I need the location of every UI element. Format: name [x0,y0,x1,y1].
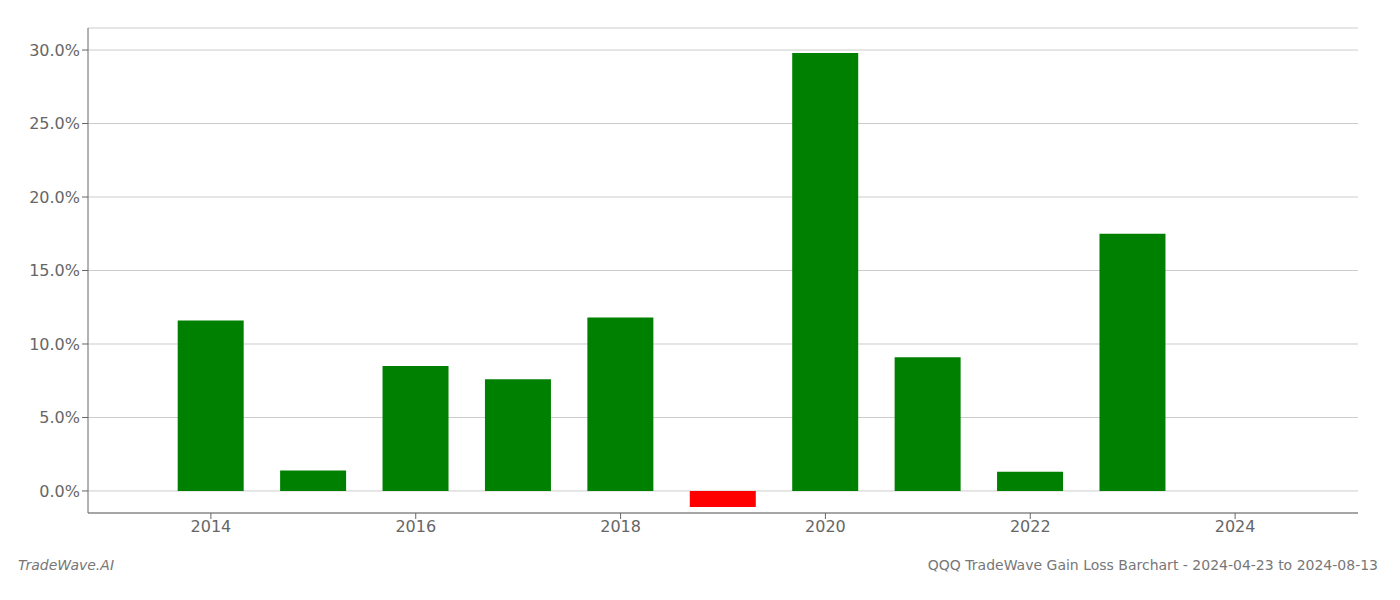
svg-text:25.0%: 25.0% [29,114,80,133]
svg-text:2018: 2018 [600,517,641,536]
svg-text:10.0%: 10.0% [29,335,80,354]
svg-text:2024: 2024 [1215,517,1256,536]
html-text:QQQ TradeWave Gain Loss Barcha: QQQ TradeWave Gain Loss Barchart - 2024-… [927,557,1378,573]
svg-text:2022: 2022 [1010,517,1051,536]
svg-text:2016: 2016 [395,517,436,536]
svg-text:5.0%: 5.0% [39,408,80,427]
html-text:TradeWave.AI: TradeWave.AI [18,557,114,573]
svg-text:30.0%: 30.0% [29,41,80,60]
svg-text:0.0%: 0.0% [39,482,80,501]
svg-text:20.0%: 20.0% [29,188,80,207]
svg-text:2014: 2014 [191,517,232,536]
svg-text:15.0%: 15.0% [29,261,80,280]
svg-text:2020: 2020 [805,517,846,536]
